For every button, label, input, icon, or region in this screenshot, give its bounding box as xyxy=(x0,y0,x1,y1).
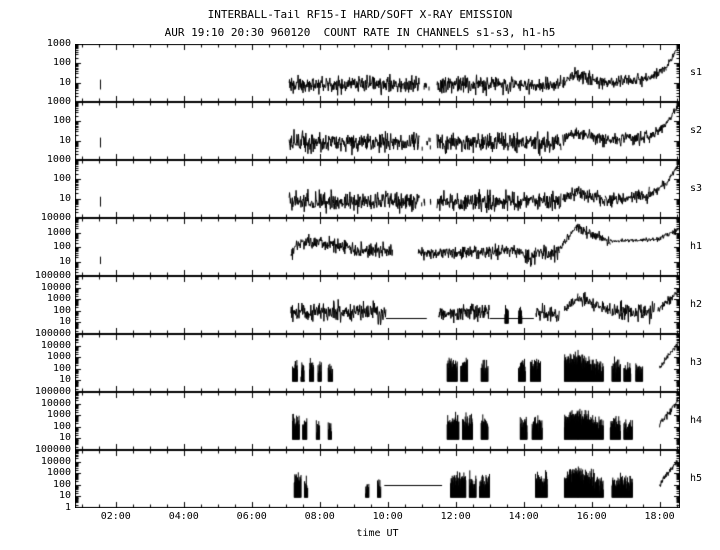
y-tick-label-h5-1000: 1000 xyxy=(46,467,71,479)
y-tick-label-h1-10000: 10000 xyxy=(40,212,71,223)
y-tick-label-s2-1000: 1000 xyxy=(46,96,71,107)
x-tick-label-02:00: 02:00 xyxy=(100,511,131,522)
x-tick-label-14:00: 14:00 xyxy=(508,511,539,522)
y-tick-label-h2-10000: 10000 xyxy=(40,281,71,293)
y-tick-label-h4-10: 10 xyxy=(58,432,71,444)
y-tick-label-s2-100: 100 xyxy=(52,115,71,127)
y-tick-label-h3-100000: 100000 xyxy=(34,328,71,339)
y-tick-label-h1-10: 10 xyxy=(58,255,71,267)
y-tick-label-h4-100000: 100000 xyxy=(34,386,71,397)
y-tick-label-h1-100: 100 xyxy=(52,241,71,252)
panel-label-s3: s3 xyxy=(690,183,703,194)
panel-canvas-h4 xyxy=(75,392,680,450)
x-tick-label-10:00: 10:00 xyxy=(372,511,403,522)
panel-canvas-h5 xyxy=(75,450,680,508)
y-tick-label-h3-100: 100 xyxy=(52,362,71,374)
y-tick-label-h2-1000: 1000 xyxy=(46,293,71,305)
x-tick-label-18:00: 18:00 xyxy=(644,511,675,522)
x-axis-label: time UT xyxy=(356,528,399,539)
panel-canvas-s3 xyxy=(75,160,680,218)
y-tick-label-s2-10: 10 xyxy=(58,134,71,146)
panel-label-h4: h4 xyxy=(690,415,703,426)
y-tick-label-h3-10000: 10000 xyxy=(40,339,71,351)
y-tick-label-h2-10: 10 xyxy=(58,316,71,328)
panel-label-h5: h5 xyxy=(690,473,703,484)
x-tick-label-06:00: 06:00 xyxy=(236,511,267,522)
y-tick-label-h1-1000: 1000 xyxy=(46,226,71,238)
panel-canvas-s1 xyxy=(75,44,680,102)
y-tick-label-s1-100: 100 xyxy=(52,57,71,69)
panel-canvas-h3 xyxy=(75,334,680,392)
y-tick-label-h3-1000: 1000 xyxy=(46,351,71,363)
y-tick-label-s3-100: 100 xyxy=(52,173,71,185)
x-tick-label-16:00: 16:00 xyxy=(576,511,607,522)
chart-title: INTERBALL-Tail RF15-I HARD/SOFT X-RAY EM… xyxy=(207,8,513,21)
y-tick-label-s1-1000: 1000 xyxy=(46,38,71,49)
panel-label-h2: h2 xyxy=(690,299,703,310)
panel-canvas-s2 xyxy=(75,102,680,160)
y-tick-label-h4-10000: 10000 xyxy=(40,397,71,409)
panel-canvas-h2 xyxy=(75,276,680,334)
y-tick-label-h5-10000: 10000 xyxy=(40,455,71,467)
panel-canvas-h1 xyxy=(75,218,680,276)
y-tick-label-h5-10: 10 xyxy=(58,490,71,502)
panel-label-s1: s1 xyxy=(690,67,703,78)
y-tick-label-s1-10: 10 xyxy=(58,76,71,88)
x-tick-label-08:00: 08:00 xyxy=(304,511,335,522)
y-tick-label-h3-10: 10 xyxy=(58,374,71,386)
x-tick-label-04:00: 04:00 xyxy=(168,511,199,522)
y-tick-label-h5-1: 1 xyxy=(64,502,71,513)
y-tick-label-s3-1000: 1000 xyxy=(46,154,71,165)
x-tick-label-12:00: 12:00 xyxy=(440,511,471,522)
chart-subtitle: AUR 19:10 20:30 960120 COUNT RATE IN CHA… xyxy=(164,26,556,39)
y-tick-label-h4-100: 100 xyxy=(52,420,71,432)
y-tick-label-s3-10: 10 xyxy=(58,192,71,204)
y-tick-label-h5-100000: 100000 xyxy=(34,444,71,455)
panel-label-h3: h3 xyxy=(690,357,703,368)
y-tick-label-h2-100000: 100000 xyxy=(34,270,71,281)
y-tick-label-h2-100: 100 xyxy=(52,304,71,316)
panel-label-s2: s2 xyxy=(690,125,703,136)
y-tick-label-h4-1000: 1000 xyxy=(46,409,71,421)
panel-label-h1: h1 xyxy=(690,241,703,252)
y-tick-label-h5-100: 100 xyxy=(52,478,71,490)
